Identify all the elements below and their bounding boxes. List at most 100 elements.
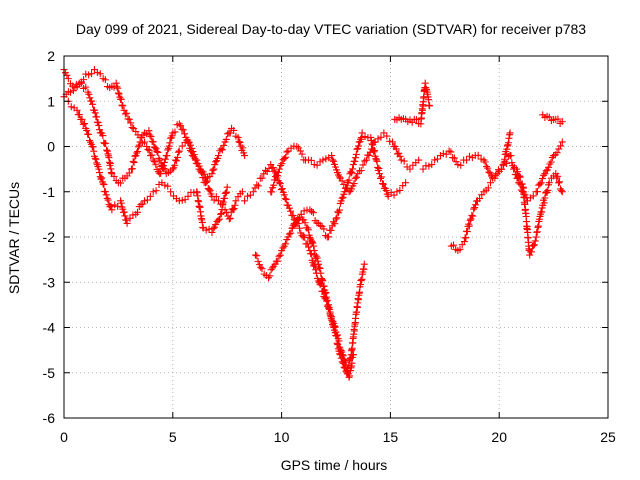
data-point: [217, 145, 225, 153]
data-point: [202, 226, 210, 234]
data-point: [100, 181, 108, 189]
data-point: [93, 68, 101, 76]
data-point: [256, 174, 264, 182]
data-point: [287, 229, 295, 237]
data-point: [187, 146, 195, 154]
data-point: [348, 169, 356, 177]
data-point: [175, 147, 183, 155]
data-point: [164, 182, 172, 190]
data-point: [540, 171, 548, 179]
data-point: [294, 215, 302, 223]
data-point: [515, 172, 523, 180]
data-point: [133, 149, 141, 157]
data-point: [174, 148, 182, 156]
data-point: [333, 331, 341, 339]
data-point: [91, 154, 99, 162]
data-point: [357, 135, 365, 143]
data-point: [236, 190, 244, 198]
data-point: [173, 157, 181, 165]
y-tick-label: -1: [43, 184, 56, 200]
data-point: [270, 181, 278, 189]
data-point: [178, 142, 186, 150]
data-point: [166, 139, 174, 147]
data-point: [241, 197, 249, 205]
data-point: [126, 214, 134, 222]
data-point: [313, 254, 321, 262]
data-point: [399, 182, 407, 190]
data-point: [457, 161, 465, 169]
data-point: [380, 129, 388, 137]
data-point: [236, 138, 244, 146]
data-point: [332, 163, 340, 171]
data-point: [345, 176, 353, 184]
data-point: [82, 83, 90, 91]
data-point: [375, 164, 383, 172]
data-point: [305, 243, 313, 251]
data-point: [331, 322, 339, 330]
data-point: [465, 152, 473, 160]
data-point: [450, 154, 458, 162]
data-point: [269, 164, 277, 172]
data-point: [540, 199, 548, 207]
data-point: [470, 205, 478, 213]
data-point: [408, 118, 416, 126]
data-point: [214, 216, 222, 224]
data-point: [209, 225, 217, 233]
data-point: [469, 212, 477, 220]
data-point: [179, 126, 187, 134]
series-trace-h: [391, 79, 434, 128]
data-point: [334, 208, 342, 216]
data-point: [306, 247, 314, 255]
data-point: [246, 191, 254, 199]
data-point: [463, 228, 471, 236]
data-point: [315, 264, 323, 272]
data-point: [288, 224, 296, 232]
data-point: [117, 199, 125, 207]
data-point: [547, 158, 555, 166]
data-point: [536, 180, 544, 188]
data-point: [447, 148, 455, 156]
x-tick-label: 10: [274, 429, 290, 445]
data-point: [161, 155, 169, 163]
data-point: [115, 90, 123, 98]
data-point: [93, 159, 101, 167]
data-point: [167, 188, 175, 196]
data-point: [106, 203, 114, 211]
data-point: [485, 168, 493, 176]
data-point: [96, 169, 104, 177]
data-point: [134, 208, 142, 216]
data-point: [545, 163, 553, 171]
data-point: [263, 168, 271, 176]
data-point: [209, 166, 217, 174]
data-point: [365, 151, 373, 159]
data-point: [257, 263, 265, 271]
data-point: [465, 222, 473, 230]
data-point: [178, 196, 186, 204]
data-point: [72, 80, 80, 88]
data-point: [325, 304, 333, 312]
data-point: [353, 173, 361, 181]
data-point: [239, 144, 247, 152]
data-point: [212, 193, 220, 201]
data-point: [205, 225, 213, 233]
data-point: [67, 103, 75, 111]
data-point: [217, 210, 225, 218]
data-point: [361, 157, 369, 165]
data-point: [128, 124, 136, 132]
data-point: [396, 186, 404, 194]
data-point: [356, 288, 364, 296]
data-point: [413, 116, 421, 124]
data-point: [316, 264, 324, 272]
data-point: [298, 150, 306, 158]
data-point: [187, 148, 195, 156]
data-point: [231, 201, 239, 209]
data-point: [319, 156, 327, 164]
data-point: [310, 242, 318, 250]
data-point: [335, 173, 343, 181]
data-point: [70, 104, 78, 112]
data-point: [145, 147, 153, 155]
data-point: [81, 120, 89, 128]
data-point: [318, 287, 326, 295]
data-point: [205, 185, 213, 193]
